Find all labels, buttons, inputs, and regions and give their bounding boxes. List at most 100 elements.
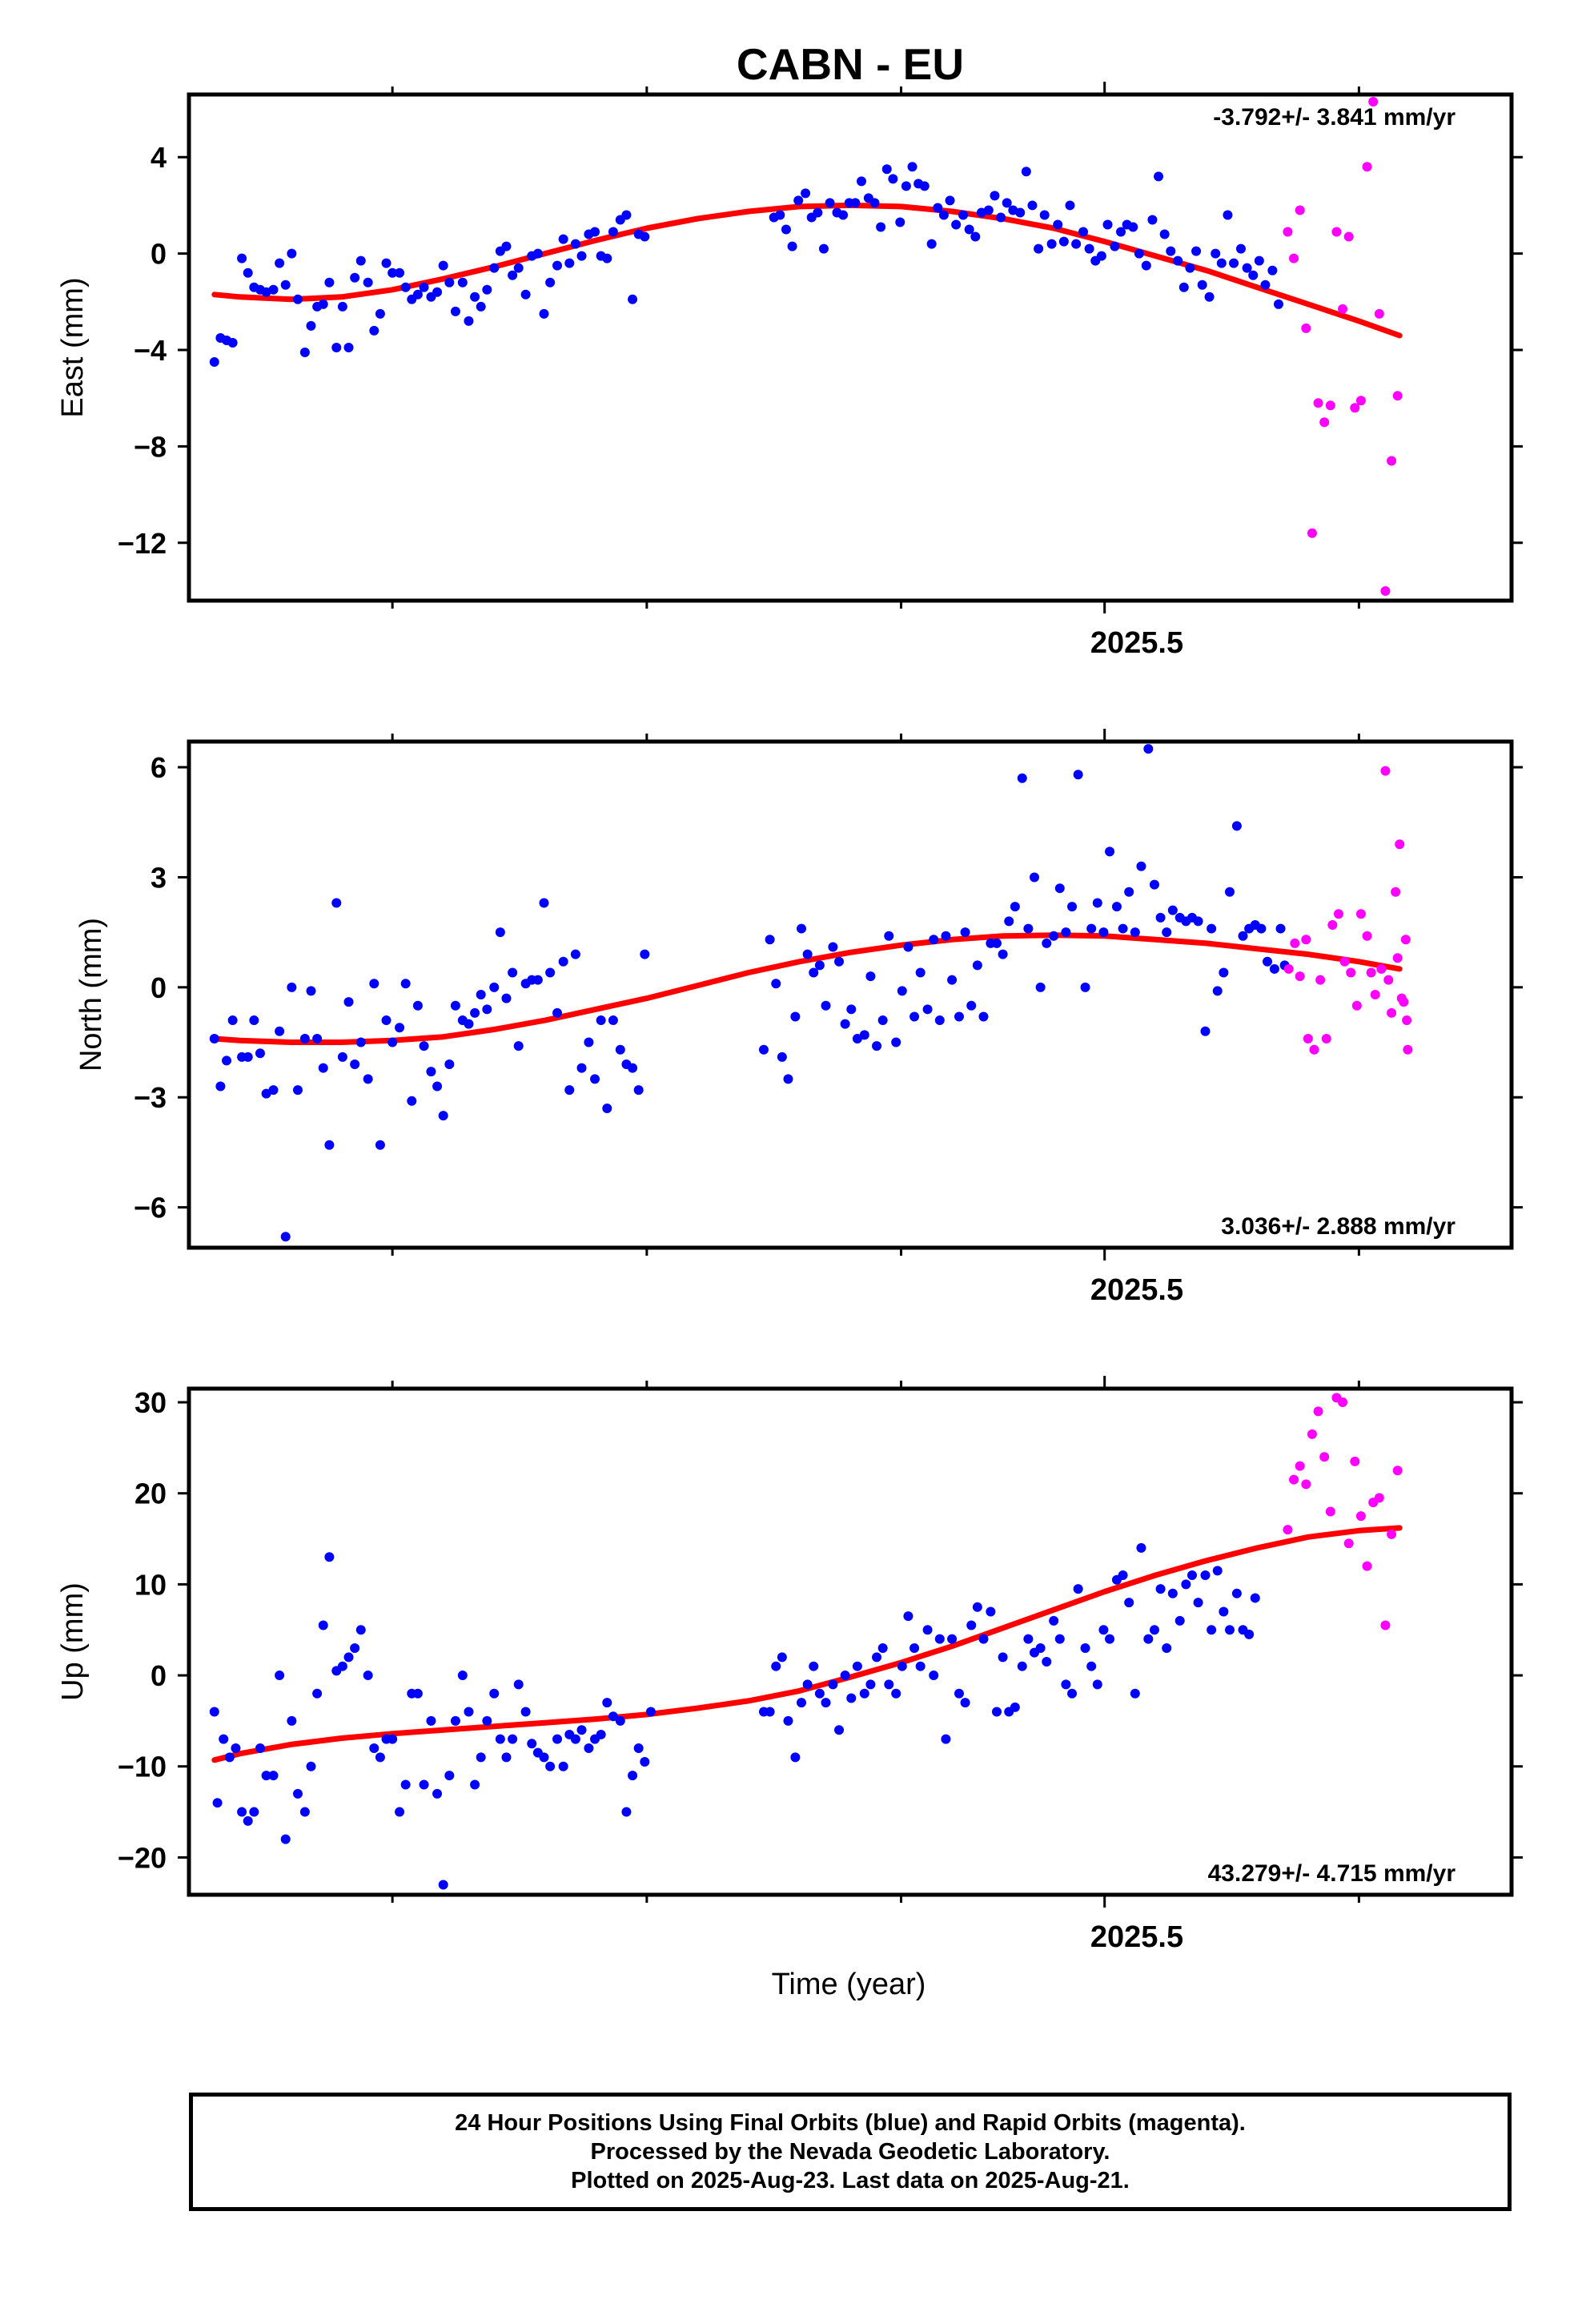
final-orbit-point (513, 1041, 524, 1051)
final-orbit-point (954, 1688, 964, 1699)
final-orbit-point (838, 210, 849, 220)
final-orbit-point (797, 1698, 807, 1708)
final-orbit-point (237, 253, 247, 263)
final-orbit-point (941, 1734, 951, 1744)
final-orbit-point (1042, 938, 1052, 948)
final-orbit-point (1204, 292, 1215, 302)
final-orbit-point (318, 299, 328, 309)
rapid-orbit-point (1376, 963, 1387, 974)
final-orbit-point (907, 162, 917, 172)
final-orbit-point (859, 1030, 869, 1040)
final-orbit-point (802, 1679, 813, 1690)
final-orbit-point (381, 1015, 391, 1026)
final-orbit-point (640, 949, 650, 959)
final-orbit-point (1017, 773, 1027, 783)
final-orbit-point (584, 1037, 594, 1047)
final-orbit-point (608, 227, 618, 237)
rapid-orbit-point (1321, 1033, 1331, 1043)
rapid-orbit-point (1387, 1529, 1397, 1539)
final-orbit-point (797, 923, 807, 934)
final-orbit-point (909, 1642, 920, 1653)
final-orbit-point (558, 956, 568, 967)
final-orbit-point (602, 1103, 612, 1113)
final-orbit-point (978, 1634, 989, 1644)
final-orbit-point (1191, 246, 1202, 256)
final-orbit-point (990, 191, 1000, 201)
final-orbit-point (438, 1111, 448, 1121)
final-orbit-point (476, 990, 486, 999)
final-orbit-point (558, 1761, 568, 1771)
final-points-layer (209, 162, 1283, 368)
final-orbit-point (1273, 299, 1283, 309)
y-tick-label: 4 (151, 141, 167, 174)
final-orbit-point (758, 1044, 769, 1055)
final-orbit-point (337, 1661, 347, 1671)
final-orbit-point (775, 210, 785, 220)
final-orbit-point (275, 258, 285, 268)
final-orbit-point (1193, 916, 1203, 927)
final-orbit-point (552, 1007, 563, 1018)
rapid-orbit-point (1402, 1015, 1412, 1026)
final-orbit-point (777, 1652, 787, 1663)
final-orbit-point (1186, 1570, 1197, 1581)
final-orbit-point (1061, 1679, 1071, 1690)
final-orbit-point (1086, 923, 1097, 934)
rapid-orbit-point (1366, 967, 1376, 978)
final-orbit-point (501, 993, 512, 1003)
final-orbit-point (1178, 282, 1189, 292)
final-orbit-point (444, 1059, 455, 1070)
final-orbit-point (821, 1698, 831, 1708)
final-orbit-point (426, 1067, 436, 1077)
final-orbit-point (633, 1743, 644, 1753)
final-orbit-point (552, 260, 563, 271)
final-orbit-point (381, 258, 391, 268)
y-tick-label: −4 (134, 334, 167, 367)
final-orbit-point (1039, 210, 1050, 220)
final-orbit-point (877, 1015, 888, 1026)
final-orbit-point (1030, 872, 1040, 883)
final-orbit-point (859, 1688, 869, 1699)
final-orbit-point (821, 1000, 831, 1011)
final-orbit-point (771, 979, 781, 989)
y-tick-label: 3 (151, 861, 167, 894)
final-orbit-point (280, 279, 291, 290)
rapid-orbit-point (1362, 931, 1372, 941)
final-orbit-point (255, 1743, 265, 1753)
rapid-orbit-point (1350, 403, 1360, 413)
final-orbit-point (464, 1707, 474, 1717)
panel-up: 30 20 10 0 −10 −20 Up (mm) 43.279+/- 4.715 mm… (56, 1376, 1523, 1954)
final-orbit-point (539, 898, 549, 908)
final-orbit-point (945, 195, 955, 206)
final-orbit-point (1260, 279, 1271, 290)
final-orbit-point (306, 320, 316, 331)
panel-north: 630−3−6 North (mm) 3.036+/- 2.888 mm/yr … (74, 729, 1523, 1307)
final-orbit-point (470, 1779, 480, 1790)
final-orbit-point (212, 1798, 223, 1808)
final-orbit-point (350, 272, 360, 283)
final-orbit-point (1207, 1625, 1217, 1635)
final-orbit-point (564, 1085, 575, 1096)
final-orbit-point (268, 284, 279, 295)
y-tick-label: −20 (118, 1841, 167, 1874)
grid-and-ticks: 6 3 0 −3 −6 (134, 729, 1523, 1261)
final-orbit-point (1023, 1634, 1034, 1644)
final-orbit-point (343, 1652, 354, 1663)
final-orbit-point (938, 210, 949, 220)
final-orbit-point (520, 289, 531, 300)
final-orbit-point (891, 1037, 901, 1047)
rapid-orbit-point (1283, 227, 1293, 237)
rapid-orbit-point (1301, 1479, 1311, 1490)
final-orbit-point (991, 1707, 1002, 1717)
final-orbit-point (781, 224, 791, 235)
final-orbit-point (972, 1602, 982, 1612)
rapid-orbit-point (1338, 304, 1348, 314)
final-orbit-point (268, 1085, 279, 1096)
final-orbit-point (280, 1834, 291, 1844)
final-orbit-point (615, 1715, 625, 1726)
final-orbit-point (771, 1661, 781, 1671)
final-orbit-point (872, 1652, 882, 1663)
final-orbit-point (856, 176, 866, 187)
final-orbit-point (363, 1074, 373, 1084)
x-tick-label: 2025.5 (1090, 1273, 1183, 1307)
rapid-orbit-point (1395, 839, 1405, 850)
